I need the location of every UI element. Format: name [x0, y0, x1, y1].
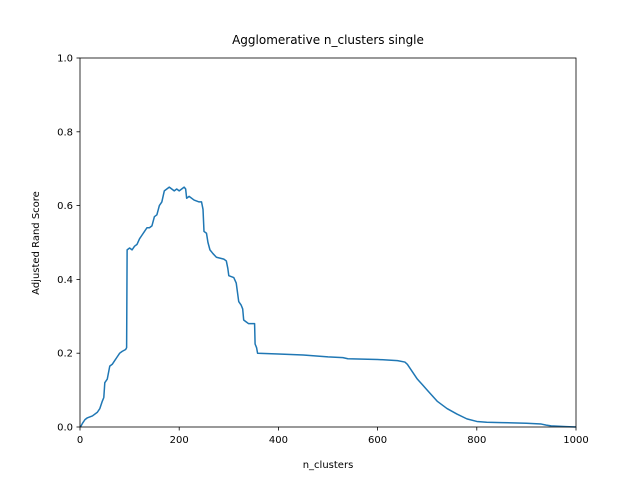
y-tick-label: 0.4: [57, 275, 73, 286]
x-tick-label: 0: [77, 435, 83, 446]
y-axis-label: Adjusted Rand Score: [31, 191, 42, 295]
x-axis-label: n_clusters: [303, 460, 354, 471]
axes-frame: [79, 57, 577, 428]
x-tick-label: 1000: [563, 435, 588, 446]
y-tick-label: 0.8: [57, 127, 73, 138]
y-tick-label: 0.0: [57, 423, 73, 434]
x-tick-label: 600: [368, 435, 387, 446]
y-tick-label: 0.6: [57, 201, 73, 212]
y-tick-label: 0.2: [57, 349, 73, 360]
data-line: [79, 186, 577, 428]
x-tick-label: 200: [170, 435, 189, 446]
chart-title: Agglomerative n_clusters single: [232, 33, 424, 47]
x-tick-label: 800: [467, 435, 486, 446]
x-tick-label: 400: [269, 435, 288, 446]
y-tick-label: 1.0: [57, 54, 73, 65]
